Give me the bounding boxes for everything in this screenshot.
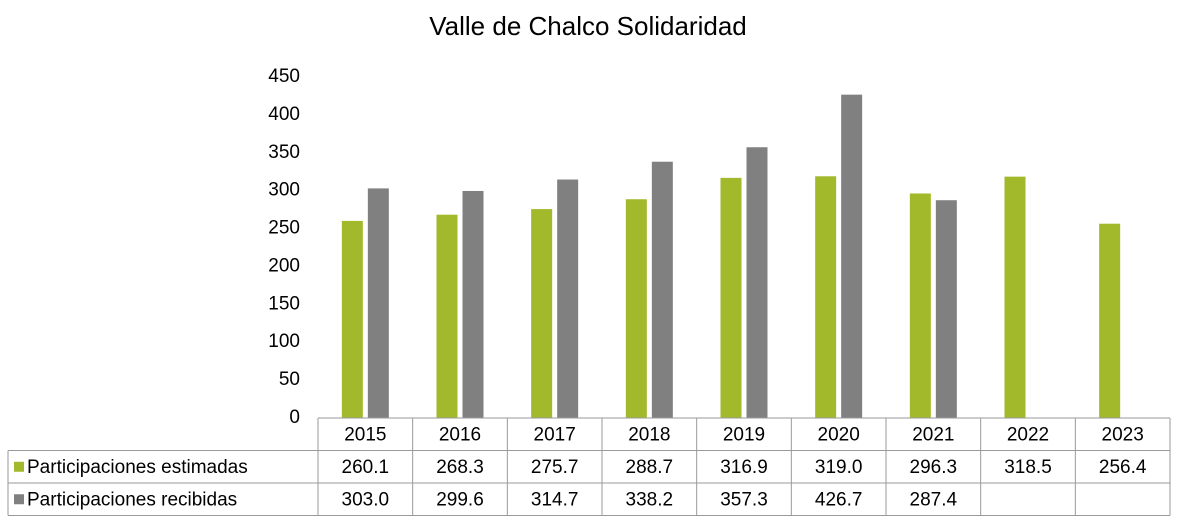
x-tick-label: 2021 — [912, 424, 954, 445]
x-tick-label: 2022 — [1007, 424, 1049, 445]
bar — [1004, 176, 1026, 418]
y-tick-label: 450 — [268, 66, 300, 87]
bar — [746, 147, 768, 418]
bar — [367, 188, 389, 418]
y-tick-label: 400 — [268, 104, 300, 125]
chart-title: Valle de Chalco Solidaridad — [429, 11, 747, 41]
x-tick-label: 2016 — [439, 424, 481, 445]
bar — [462, 190, 484, 418]
x-tick-label: 2017 — [534, 424, 576, 445]
table-cell: 268.3 — [436, 457, 484, 478]
table-cell: 256.4 — [1099, 457, 1147, 478]
table-cell: 314.7 — [531, 489, 579, 510]
table-cell: 338.2 — [626, 489, 674, 510]
bar — [720, 177, 742, 418]
y-tick-label: 200 — [268, 255, 300, 276]
bar — [935, 200, 957, 418]
table-cell: 319.0 — [815, 457, 863, 478]
x-tick-label: 2015 — [344, 424, 386, 445]
bar — [625, 199, 647, 418]
bar — [557, 179, 579, 418]
legend-key — [14, 494, 24, 505]
table-cell: 260.1 — [342, 457, 390, 478]
y-tick-label: 350 — [268, 142, 300, 163]
y-tick-label: 250 — [268, 218, 300, 239]
bar — [531, 209, 553, 418]
table-cell: 316.9 — [720, 457, 768, 478]
legend-key — [14, 461, 24, 472]
bar — [651, 161, 673, 419]
table-cell: 357.3 — [720, 489, 768, 510]
table-cell: 318.5 — [1004, 457, 1052, 478]
bar — [909, 193, 931, 418]
table-cell: 296.3 — [910, 457, 958, 478]
y-tick-label: 300 — [268, 180, 300, 201]
bar — [815, 176, 837, 418]
table-cell: 287.4 — [910, 489, 958, 510]
x-tick-label: 2019 — [723, 424, 765, 445]
x-tick-label: 2023 — [1102, 424, 1144, 445]
x-tick-label: 2020 — [818, 424, 860, 445]
table-cell: 275.7 — [531, 457, 579, 478]
bar — [341, 220, 363, 418]
bar — [436, 214, 458, 418]
bar — [1099, 223, 1121, 418]
table-cell: 299.6 — [436, 489, 484, 510]
table-cell: 303.0 — [342, 489, 390, 510]
x-tick-label: 2018 — [628, 424, 670, 445]
table-cell: 426.7 — [815, 489, 863, 510]
bar — [841, 94, 863, 418]
table-cell: 288.7 — [626, 457, 674, 478]
legend-label: Participaciones estimadas — [27, 457, 248, 478]
y-tick-label: 100 — [268, 331, 300, 352]
y-tick-label: 50 — [279, 369, 300, 390]
y-tick-label: 0 — [289, 407, 300, 428]
y-tick-label: 150 — [268, 293, 300, 314]
legend-label: Participaciones recibidas — [27, 489, 237, 510]
